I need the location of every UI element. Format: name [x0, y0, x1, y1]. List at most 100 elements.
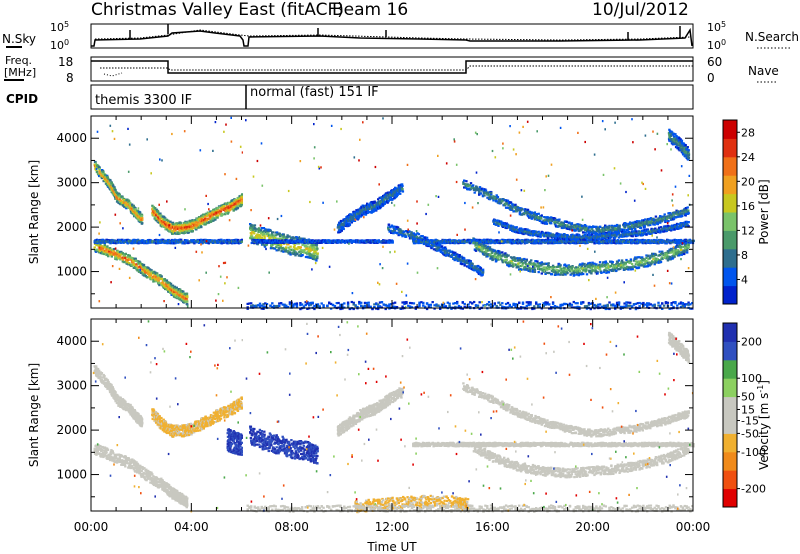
range-gate-cell: [106, 176, 110, 180]
range-gate-cell: [235, 205, 238, 208]
range-gate-cell: [304, 245, 307, 248]
range-gate-cell: [152, 211, 155, 214]
range-gate-cell: [144, 239, 148, 243]
range-gate-cell: [133, 241, 136, 244]
range-gate-cell: [124, 252, 127, 255]
range-gate-cell: [201, 242, 204, 245]
range-gate-cell: [308, 239, 311, 242]
range-gate-cell: [348, 218, 351, 221]
range-gate-cell: [309, 253, 312, 256]
range-gate-cell: [223, 239, 226, 242]
range-gate-cell: [347, 215, 350, 218]
range-gate-cell: [364, 213, 368, 216]
range-gate-cell: [351, 214, 354, 217]
range-gate-cell: [100, 241, 103, 244]
range-gate-cell: [192, 226, 195, 229]
range-gate-cell: [352, 210, 356, 213]
range-gate-cell: [114, 257, 117, 260]
range-gate-cell: [343, 241, 347, 244]
range-gate-cell: [398, 233, 401, 236]
range-gate-cell: [270, 246, 273, 250]
range-gate-cell: [150, 272, 154, 275]
range-gate-cell: [129, 201, 132, 205]
range-gate-cell: [274, 231, 277, 234]
range-gate-cell: [296, 236, 299, 240]
range-gate-cell: [107, 255, 110, 258]
range-gate-cell: [180, 238, 183, 241]
range-gate-cell: [163, 279, 166, 282]
range-gate-cell: [386, 201, 389, 204]
range-gate-cell: [195, 226, 198, 230]
range-gate-cell: [316, 257, 319, 260]
range-gate-cell: [165, 218, 169, 221]
range-gate-cell: [240, 240, 244, 243]
range-gate-cell: [230, 204, 234, 207]
range-gate-cell: [98, 245, 102, 248]
nave-tick-low: 0: [707, 71, 715, 85]
nsky-tick-low: 100: [50, 38, 69, 52]
range-gate-cell: [361, 213, 364, 216]
range-gate-cell: [196, 225, 199, 228]
range-gate-cell: [463, 264, 466, 267]
range-gate-cell: [104, 253, 108, 256]
range-gate-cell: [229, 208, 232, 211]
range-gate-cell: [191, 241, 194, 244]
range-gate-cell: [98, 169, 101, 172]
range-gate-cell: [311, 255, 314, 258]
range-gate-cell: [160, 214, 163, 217]
range-gate-cell: [402, 230, 406, 233]
range-gate-cell: [182, 294, 185, 297]
range-gate-cell: [395, 187, 398, 190]
range-gate-cell: [169, 291, 172, 294]
range-gate-cell: [314, 257, 318, 260]
range-gate-cell: [217, 241, 220, 244]
range-gate-cell: [394, 186, 397, 189]
power-scatter: [93, 116, 695, 311]
range-gate-cell: [171, 221, 175, 224]
range-gate-cell: [387, 200, 390, 203]
range-gate-cell: [172, 223, 175, 226]
range-gate-cell: [181, 231, 184, 234]
range-gate-cell: [339, 225, 342, 228]
range-gate-cell: [107, 182, 110, 185]
range-gate-cell: [368, 204, 372, 208]
range-gate-cell: [365, 205, 368, 208]
range-gate-cell: [417, 233, 421, 236]
range-gate-cell: [412, 232, 415, 235]
range-gate-cell: [281, 246, 284, 249]
range-gate-cell: [202, 215, 205, 218]
range-gate-cell: [283, 247, 286, 250]
range-gate-cell: [173, 285, 177, 288]
range-gate-cell: [172, 288, 175, 291]
range-gate-cell: [410, 231, 413, 234]
range-gate-cell: [297, 254, 301, 257]
range-gate-cell: [214, 213, 218, 216]
range-gate-cell: [123, 240, 126, 244]
range-gate-cell: [178, 224, 181, 227]
range-gate-cell: [140, 271, 144, 274]
range-gate-cell: [381, 204, 385, 207]
range-gate-cell: [384, 195, 387, 198]
range-gate-cell: [226, 212, 229, 215]
range-gate-cell: [340, 219, 343, 223]
range-gate-cell: [471, 262, 474, 265]
tick-exponent: 0: [721, 38, 726, 47]
range-gate-cell: [135, 263, 138, 266]
range-gate-cell: [405, 235, 408, 238]
range-gate-cell: [185, 224, 188, 227]
range-gate-cell: [368, 207, 371, 210]
range-gate-cell: [250, 235, 254, 238]
range-gate-cell: [277, 243, 280, 247]
range-gate-cell: [142, 263, 146, 267]
range-gate-cell: [111, 248, 114, 251]
range-gate-cell: [161, 239, 165, 242]
range-gate-cell: [240, 238, 244, 241]
range-gate-cell: [170, 293, 173, 296]
range-gate-cell: [360, 206, 363, 209]
range-gate-cell: [171, 292, 174, 295]
range-gate-cell: [99, 250, 102, 253]
range-gate-cell: [188, 241, 191, 244]
range-gate-cell: [132, 212, 135, 215]
range-gate-cell: [393, 231, 397, 234]
range-gate-cell: [366, 211, 369, 214]
